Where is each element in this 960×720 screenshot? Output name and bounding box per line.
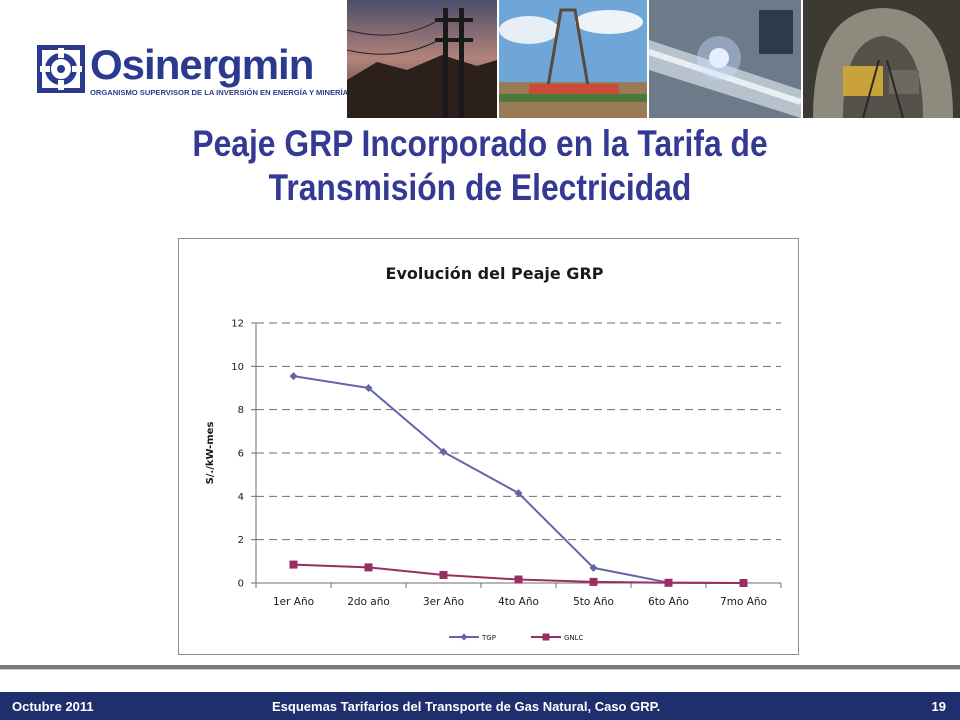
legend-marker <box>542 633 550 641</box>
data-point-gnlc <box>514 575 523 584</box>
y-tick-label: 10 <box>231 362 244 373</box>
mine-tunnel-photo <box>803 0 960 118</box>
x-tick-label: 1er Año <box>273 596 314 608</box>
slide-title-line1: Peaje GRP Incorporado en la Tarifa de <box>192 123 768 164</box>
data-point-tgp <box>289 372 298 381</box>
y-tick-label: 12 <box>231 319 244 330</box>
x-tick-label: 3er Año <box>423 596 464 608</box>
data-point-gnlc <box>589 577 598 586</box>
legend-marker <box>460 633 468 641</box>
osinergmin-logo: Osinergmin ORGANISMO SUPERVISOR DE LA IN… <box>36 40 348 104</box>
series-line-tgp <box>293 375 744 584</box>
footer-caption: Esquemas Tarifarios del Transporte de Ga… <box>272 699 661 714</box>
slide-title-line2: Transmisión de Electricidad <box>268 167 692 208</box>
osinergmin-emblem-icon <box>37 45 85 93</box>
header-photo-strip <box>347 0 960 118</box>
y-tick-label: 8 <box>238 405 244 416</box>
drilling-rig-photo <box>499 0 647 118</box>
x-tick-label: 6to Año <box>648 596 689 608</box>
slide-title: Peaje GRP Incorporado en la Tarifa de Tr… <box>170 122 789 210</box>
footer-date: Octubre 2011 <box>12 699 94 714</box>
chart-frame: Evolución del Peaje GRP 0 2 4 6 8 10 12 1er Año 2… <box>178 238 799 655</box>
x-tick-label: 4to Año <box>498 596 539 608</box>
data-point-tgp <box>439 447 448 456</box>
y-tick-label: 4 <box>238 492 244 503</box>
data-point-gnlc <box>739 579 748 587</box>
data-point-gnlc <box>289 560 298 569</box>
footer-divider-shadow <box>0 669 960 670</box>
footer-divider <box>0 665 960 669</box>
power-lines-photo <box>347 0 497 118</box>
data-point-tgp <box>364 384 373 392</box>
data-point-tgp <box>514 489 523 498</box>
welding-photo <box>649 0 801 118</box>
legend-label: TGP <box>481 634 496 642</box>
y-tick-label: 6 <box>238 449 244 460</box>
logo-subtitle: ORGANISMO SUPERVISOR DE LA INVERSIÓN EN … <box>90 88 349 97</box>
y-tick-label: 0 <box>238 579 244 590</box>
peaje-grp-line-chart: Evolución del Peaje GRP 0 2 4 6 8 10 12 1er Año 2… <box>205 264 782 642</box>
data-point-gnlc <box>364 563 373 572</box>
y-axis-label: S/./kW-mes <box>205 422 216 485</box>
page-number: 19 <box>931 699 946 714</box>
legend-label: GNLC <box>564 634 584 642</box>
footer-bar: Octubre 2011 Esquemas Tarifarios del Tra… <box>0 692 960 720</box>
x-tick-label: 7mo Año <box>720 596 767 608</box>
x-tick-label: 2do año <box>347 596 390 608</box>
data-point-tgp <box>589 563 598 572</box>
data-point-gnlc <box>664 578 673 587</box>
y-tick-label: 2 <box>238 535 244 546</box>
data-point-gnlc <box>439 570 448 579</box>
chart-title: Evolución del Peaje GRP <box>386 264 604 283</box>
logo-name: Osinergmin <box>90 41 314 88</box>
x-tick-label: 5to Año <box>573 596 614 608</box>
